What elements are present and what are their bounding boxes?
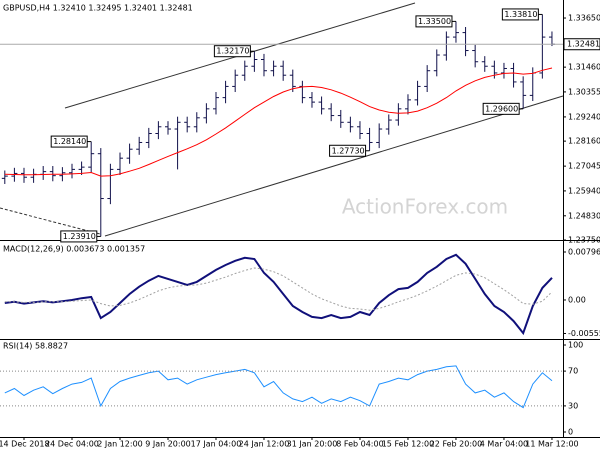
y-tick-label: 1.27045: [568, 162, 600, 171]
y-tick-label: 0.00: [568, 295, 586, 304]
y-tick-label: 1.23750: [568, 236, 600, 245]
y-tick-label: 70: [568, 367, 578, 376]
y-tick-label: 1.29240: [568, 112, 600, 121]
x-tick-label: 24 Jan 12:00: [239, 440, 290, 449]
x-tick-label: 2 Jan 12:00: [97, 440, 143, 449]
y-tick-label: 1.30355: [568, 87, 600, 96]
y-tick-label: 30: [568, 401, 578, 410]
annotation-label: 1.29600: [485, 104, 518, 113]
annotation-box: [415, 15, 453, 28]
y-tick-label: 1.33650: [568, 14, 600, 23]
y-tick-label: 100: [568, 341, 583, 350]
channel-line: [104, 95, 564, 237]
indicator-title: RSI(14) 58.8827: [3, 342, 68, 351]
x-tick-label: 8 Feb 04:00: [336, 440, 383, 449]
y-tick-label: 1.31460: [568, 63, 600, 72]
x-tick-label: 24 Dec 04:00: [45, 440, 99, 449]
y-tick-label: -0.005559: [568, 329, 600, 338]
x-tick-label: 22 Feb 20:00: [430, 440, 482, 449]
moving-average: [4, 67, 553, 177]
watermark: ActionForex.com: [342, 195, 508, 219]
annotation-label: 1.23910: [63, 232, 96, 241]
y-tick-label: 1.28160: [568, 137, 600, 146]
annotation-box: [482, 102, 520, 115]
last-price-box: [563, 38, 600, 51]
annotation-box: [501, 8, 539, 21]
x-tick-label: 15 Feb 12:00: [382, 440, 434, 449]
annotation-box: [50, 135, 88, 148]
annotation-label: 1.28140: [53, 137, 86, 146]
chart-title: GBPUSD,H4 1.32410 1.32495 1.32401 1.3248…: [3, 4, 193, 13]
annotation-label: 1.33810: [504, 10, 537, 19]
annotation-label: 1.27730: [332, 146, 365, 155]
annotation-box: [213, 45, 251, 58]
annotation-box: [329, 144, 367, 157]
indicator-line: [4, 267, 553, 311]
annotation-box: [60, 230, 98, 243]
x-tick-label: 11 Mar 12:00: [525, 440, 578, 449]
x-tick-label: 31 Jan 20:00: [287, 440, 338, 449]
annotation-label: 1.32170: [216, 47, 249, 56]
indicator-line: [4, 365, 553, 409]
x-tick-label: 17 Jan 04:00: [191, 440, 242, 449]
indicator-title: MACD(12,26,9) 0.003673 0.001357: [3, 245, 145, 254]
y-tick-label: 1.24830: [568, 211, 600, 220]
last-price-label: 1.32481: [567, 40, 600, 49]
y-tick-label: 0.007963: [568, 247, 600, 256]
y-tick-label: 1.25940: [568, 186, 600, 195]
y-tick-label: 0: [568, 428, 573, 437]
x-tick-label: 9 Jan 20:00: [145, 440, 191, 449]
trend-line: [0, 207, 101, 235]
indicator-line: [4, 253, 553, 336]
x-tick-label: 14 Dec 2018: [0, 440, 50, 449]
annotation-label: 1.33500: [418, 17, 451, 26]
x-tick-label: 4 Mar 04:00: [480, 440, 528, 449]
